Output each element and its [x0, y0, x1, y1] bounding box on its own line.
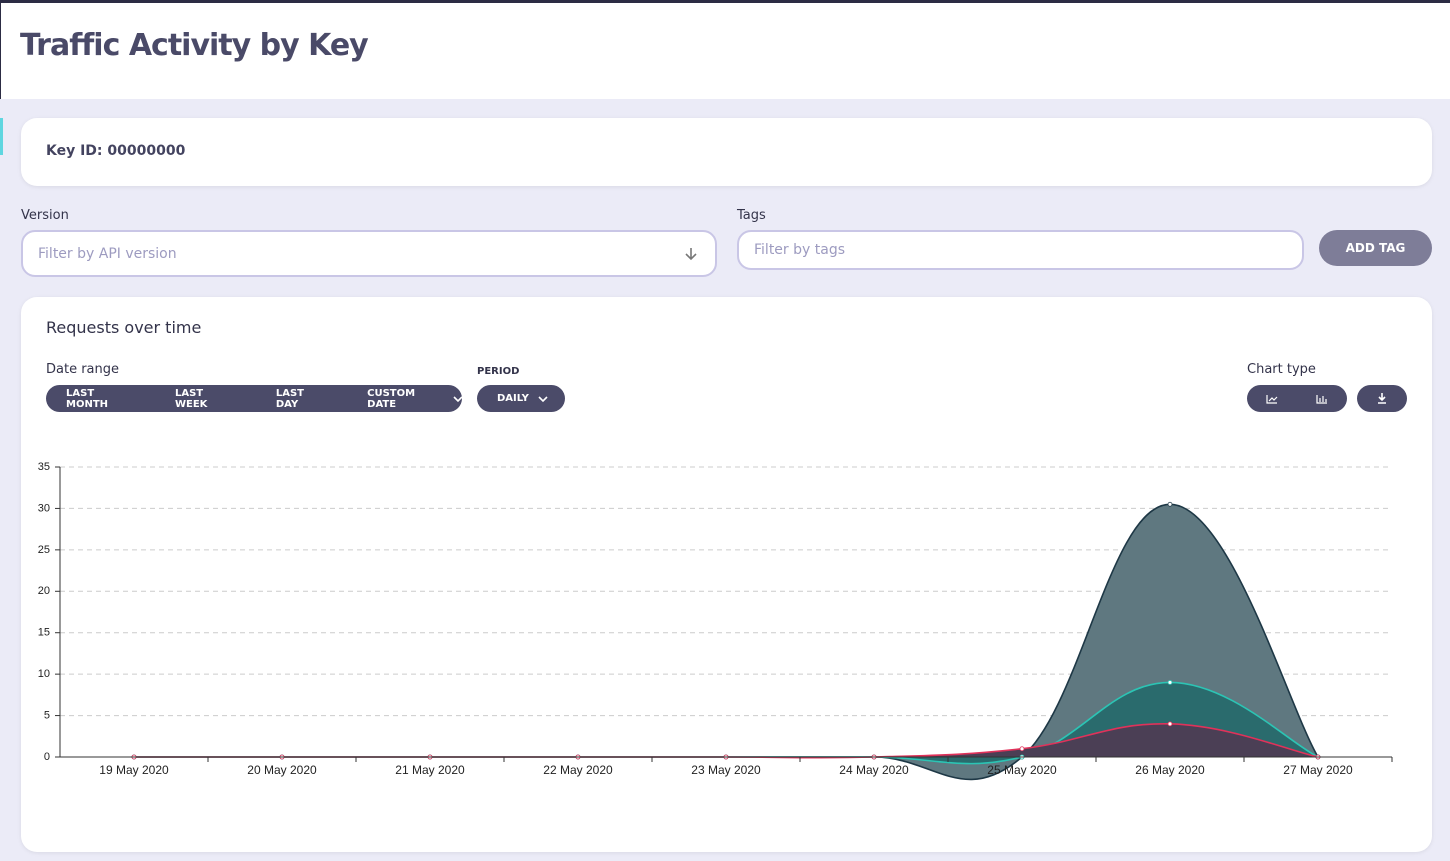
date-button[interactable]: LAST DAY	[275, 387, 304, 410]
date-button[interactable]: LAST WEEK	[174, 387, 208, 410]
y-tick-label: 0	[44, 751, 50, 763]
version-select[interactable]: Filter by API version	[21, 230, 717, 277]
y-tick-label: 30	[38, 502, 50, 514]
arrow-icon	[685, 248, 697, 261]
date-range-group: LAST MONTH LAST WEEK LAST DAY CUSTOM DAT…	[46, 385, 462, 412]
panel-title: Requests over time	[46, 318, 202, 337]
x-tick-label: 26 May 2020	[1135, 763, 1205, 777]
chart-type-group	[1247, 385, 1347, 412]
x-tick-label: 23 May 2020	[691, 763, 761, 777]
x-tick-label: 27 May 2020	[1283, 763, 1353, 777]
date-button[interactable]: CUSTOM DATE	[367, 387, 416, 410]
area	[134, 723, 1318, 758]
add-tag-button[interactable]: ADD TAG	[1319, 230, 1432, 266]
y-tick-label: 5	[44, 709, 50, 721]
y-tick-label: 15	[38, 627, 50, 639]
key-card	[21, 118, 1432, 186]
version-label: Version	[21, 208, 69, 223]
y-tick-label: 25	[38, 544, 50, 556]
bar-chart-icon[interactable]	[1316, 394, 1328, 404]
chevron	[452, 395, 462, 402]
accent	[0, 118, 3, 155]
point	[1167, 721, 1173, 727]
x-tick-label: 25 May 2020	[987, 763, 1057, 777]
date-range-label: Date range	[46, 362, 120, 377]
header	[0, 0, 1450, 99]
key-id: Key ID: 00000000	[46, 143, 186, 159]
page-title: Traffic Activity by Key	[20, 28, 369, 63]
chart-type-label: Chart type	[1247, 362, 1316, 377]
point	[1167, 680, 1173, 685]
point	[1019, 746, 1025, 752]
point	[1167, 501, 1173, 507]
y-tick-label: 10	[38, 668, 50, 680]
x-tick-label: 21 May 2020	[395, 763, 465, 777]
line-chart-icon[interactable]	[1266, 394, 1278, 404]
y-tick-label: 20	[38, 585, 50, 597]
add-tag-text: ADD TAG	[1345, 241, 1406, 255]
tags-placeholder: Filter by tags	[754, 242, 845, 258]
chevron	[538, 395, 548, 402]
period-value: DAILY	[497, 393, 529, 404]
x-tick-label: 24 May 2020	[839, 763, 909, 777]
version-placeholder: Filter by API version	[38, 245, 177, 262]
tags-label: Tags	[737, 208, 766, 223]
x-tick-label: 19 May 2020	[99, 763, 169, 777]
date-button[interactable]: LAST MONTH	[66, 387, 109, 410]
period-button[interactable]: DAILY	[477, 385, 565, 412]
x-tick-label: 22 May 2020	[543, 763, 613, 777]
download-button[interactable]	[1357, 385, 1407, 412]
x-tick-label: 20 May 2020	[247, 763, 317, 777]
y-tick-label: 35	[38, 461, 50, 473]
tags-input[interactable]: Filter by tags	[737, 230, 1304, 270]
period-label: PERIOD	[477, 366, 520, 377]
download-icon	[1378, 393, 1386, 404]
